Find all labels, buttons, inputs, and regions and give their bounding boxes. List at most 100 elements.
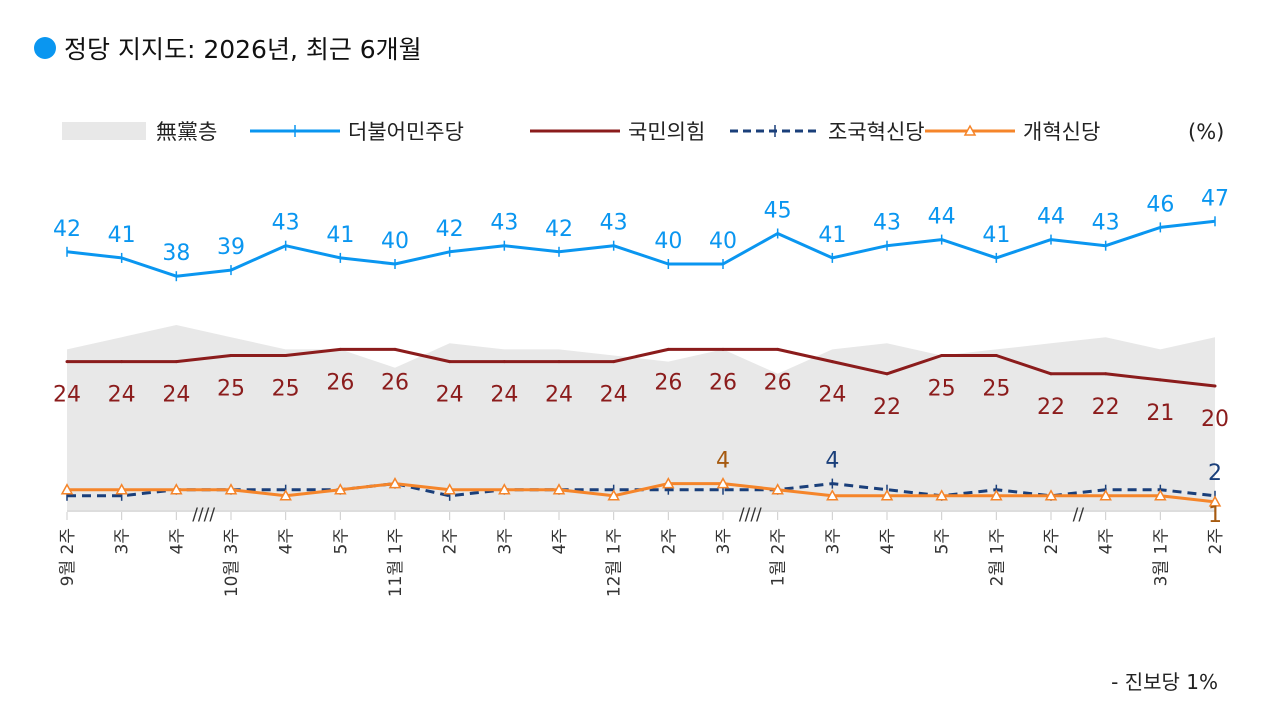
data-point-triangle	[1154, 489, 1167, 501]
data-point	[776, 347, 780, 351]
data-label: 44	[1037, 205, 1065, 230]
data-label: 42	[545, 217, 573, 242]
data-label: 45	[764, 199, 792, 224]
data-label: 24	[436, 383, 464, 408]
data-point-triangle	[388, 477, 402, 489]
legend-label-0: 無黨층	[156, 120, 217, 144]
x-tick-label: 3주	[113, 528, 133, 554]
data-label: 44	[928, 205, 956, 230]
data-point	[940, 354, 944, 357]
data-label: 25	[928, 377, 956, 402]
data-label: 25	[982, 377, 1010, 402]
data-label: 26	[381, 370, 409, 395]
data-label: 38	[162, 241, 190, 266]
data-point-triangle	[607, 489, 620, 501]
data-point	[994, 354, 998, 357]
data-label: 43	[1092, 211, 1120, 236]
data-point	[1213, 384, 1217, 388]
axis-break-mark: ////	[192, 505, 215, 525]
x-tick-label: 2월 1주	[987, 528, 1007, 586]
x-tick-label: 2주	[1206, 528, 1226, 554]
data-label: 1	[1208, 503, 1222, 528]
legend-label-4: 개혁신당	[1023, 120, 1100, 144]
data-label: 42	[53, 217, 81, 242]
data-label: 20	[1201, 407, 1229, 432]
data-point	[666, 347, 670, 351]
bullet-icon	[34, 37, 56, 59]
data-label: 24	[53, 383, 81, 408]
x-tick-label: 2주	[441, 528, 461, 554]
data-label: 4	[716, 449, 730, 474]
data-point-triangle	[662, 477, 675, 489]
x-tick-label: 2주	[1042, 528, 1062, 554]
data-point-triangle	[1044, 489, 1058, 501]
axis-break-mark: ////	[739, 505, 762, 525]
data-point	[1049, 372, 1053, 376]
legend-label-3: 조국혁신당	[828, 120, 925, 144]
data-label: 43	[272, 211, 300, 236]
legend-label-2: 국민의힘	[628, 120, 705, 144]
data-point	[120, 360, 124, 364]
data-label: 41	[108, 223, 136, 248]
data-point-triangle	[716, 477, 730, 489]
x-tick-label: 3주	[714, 528, 734, 554]
data-label: 47	[1201, 186, 1229, 211]
data-label: 25	[217, 377, 245, 402]
x-tick-label: 10월 3주	[222, 528, 242, 597]
data-label: 26	[326, 370, 354, 395]
data-label: 22	[1092, 395, 1120, 420]
data-label: 25	[272, 377, 300, 402]
data-point-triangle	[1208, 495, 1222, 507]
x-tick-label: 2주	[659, 528, 679, 554]
data-point	[557, 360, 561, 364]
x-tick-label: 3주	[495, 528, 515, 554]
chart-title: 정당 지지도: 2026년, 최근 6개월	[34, 30, 422, 66]
data-point	[393, 347, 397, 351]
data-label: 24	[600, 383, 628, 408]
x-tick-label: 4주	[277, 528, 297, 554]
data-point	[338, 347, 342, 351]
x-tick-label: 11월 1주	[386, 528, 406, 597]
data-label: 46	[1146, 192, 1174, 217]
data-label: 24	[490, 383, 518, 408]
x-tick-label: 3월 1주	[1151, 528, 1171, 586]
data-label: 26	[654, 370, 682, 395]
footnote: - 진보당 1%	[1111, 670, 1218, 694]
data-point	[1104, 372, 1108, 376]
data-label: 41	[326, 223, 354, 248]
series-line-국민의힘	[67, 347, 1216, 388]
data-point-triangle	[334, 483, 347, 495]
data-label: 26	[709, 370, 737, 395]
data-point	[612, 360, 616, 364]
legend-label-1: 더불어민주당	[348, 120, 464, 144]
data-label: 42	[436, 217, 464, 242]
data-label: 40	[654, 229, 682, 254]
data-label: 40	[709, 229, 737, 254]
data-point	[284, 354, 288, 357]
legend-marker-triangle	[963, 124, 977, 136]
data-point-triangle	[60, 483, 74, 495]
data-label: 21	[1146, 401, 1174, 426]
data-label: 41	[818, 223, 846, 248]
data-label: 41	[982, 223, 1010, 248]
data-label: 40	[381, 229, 409, 254]
data-label: 24	[545, 383, 573, 408]
data-point	[448, 360, 452, 364]
data-point	[721, 347, 725, 351]
x-tick-label: 12월 1주	[605, 528, 625, 597]
data-point-triangle	[115, 483, 128, 495]
x-tick-label: 3주	[823, 528, 843, 554]
data-point	[174, 360, 178, 364]
x-tick-label: 9월 2주	[58, 528, 78, 586]
data-point	[830, 360, 834, 364]
data-point-triangle	[935, 489, 948, 501]
data-label: 26	[764, 370, 792, 395]
data-label: 2	[1208, 461, 1222, 486]
data-point-triangle	[498, 483, 511, 495]
data-point	[1158, 378, 1162, 382]
data-label: 22	[873, 395, 901, 420]
data-label: 24	[162, 383, 190, 408]
axis-break-mark: //	[1073, 505, 1085, 525]
data-point-triangle	[771, 483, 784, 495]
